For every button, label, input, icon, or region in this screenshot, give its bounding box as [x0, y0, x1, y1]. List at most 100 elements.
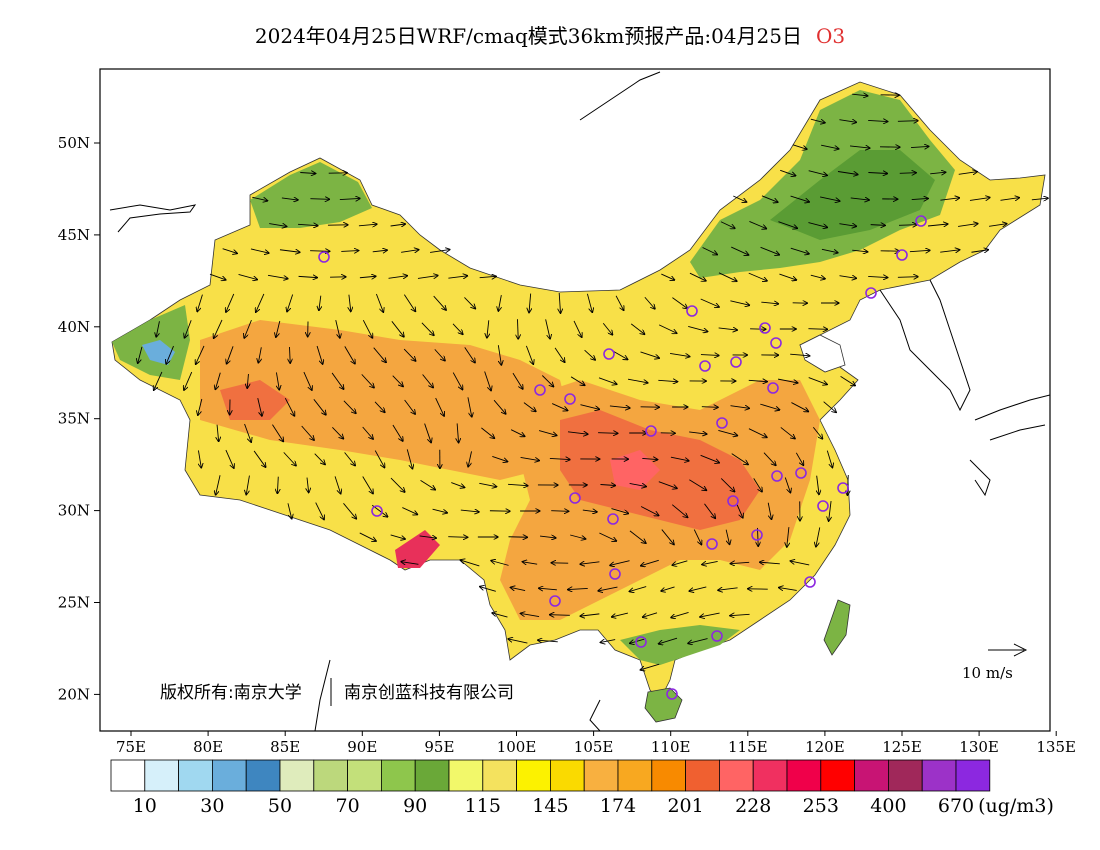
- wind-arrow: [671, 612, 689, 617]
- wind-arrow: [335, 320, 340, 338]
- wind-arrow: [319, 295, 321, 311]
- wind-arrow: [341, 251, 358, 252]
- wind-arrow: [730, 406, 750, 409]
- wind-arrow: [374, 450, 384, 468]
- lon-label: 110E: [651, 738, 691, 756]
- wind-arrow: [523, 402, 536, 412]
- wind-arrow: [549, 458, 570, 459]
- wind-arrow: [700, 298, 719, 307]
- station-markers: [318, 215, 927, 700]
- wind-arrow: [258, 347, 261, 362]
- wind-arrow: [480, 587, 496, 592]
- station-marker: [686, 305, 698, 317]
- wind-arrow: [510, 429, 524, 437]
- wind-arrow: [523, 562, 538, 564]
- station-marker: [767, 382, 779, 394]
- wind-arrow: [602, 322, 612, 334]
- wind-arrow: [700, 454, 719, 462]
- wind-arrow: [244, 423, 252, 442]
- wind-arrow: [196, 345, 205, 364]
- wind-arrow: [215, 372, 221, 390]
- wind-arrow: [584, 349, 596, 360]
- wind-arrow: [448, 276, 467, 278]
- wind-arrow: [430, 250, 449, 253]
- wind-arrow: [541, 375, 553, 386]
- wind-arrow: [610, 560, 630, 566]
- wind-arrow: [599, 532, 616, 541]
- wind-arrow: [702, 560, 718, 564]
- wind-arrow: [222, 248, 237, 254]
- wind-arrow: [529, 293, 531, 313]
- colorbar-swatch: [110, 759, 146, 792]
- wind-arrow: [812, 426, 822, 439]
- colorbar-swatch: [752, 759, 788, 792]
- wind-arrow: [839, 120, 856, 123]
- wind-arrow: [748, 428, 767, 438]
- wind-arrow: [911, 198, 928, 199]
- lat-label: 35N: [58, 410, 90, 428]
- wind-arrow: [898, 225, 917, 226]
- lon-label: 75E: [116, 738, 146, 756]
- wind-arrow: [658, 380, 677, 381]
- wind-arrow: [362, 476, 373, 493]
- wind-arrow: [551, 403, 567, 411]
- wind-arrow: [658, 324, 676, 333]
- wind-arrow: [464, 347, 475, 362]
- wind-arrow: [870, 225, 885, 226]
- wind-arrow: [629, 483, 646, 486]
- wind-arrow: [432, 508, 448, 513]
- wind-arrow: [730, 300, 749, 305]
- wind-arrow: [736, 504, 743, 517]
- station-marker: [716, 417, 728, 429]
- wind-arrow: [508, 639, 528, 644]
- wind-arrow: [279, 250, 300, 253]
- wind-arrow: [154, 371, 163, 390]
- wind-arrow: [753, 478, 762, 491]
- wind-arrow: [761, 302, 778, 304]
- wind-arrow: [688, 638, 708, 644]
- wind-arrow: [615, 295, 624, 310]
- map-frame: [99, 68, 1051, 732]
- lat-label: 40N: [58, 318, 90, 336]
- wind-arrow: [419, 536, 436, 538]
- wind-arrow: [930, 172, 945, 174]
- wind-arrow: [401, 250, 418, 253]
- wind-arrow: [748, 272, 767, 281]
- wind-arrow: [611, 350, 627, 360]
- wind-arrow: [421, 322, 434, 335]
- colorbar-swatch: [414, 759, 450, 792]
- wind-arrow: [661, 529, 674, 545]
- wind-arrow: [958, 172, 977, 175]
- wind-arrow: [689, 586, 707, 591]
- wind-arrow: [670, 352, 690, 356]
- wind-arrow: [790, 561, 810, 566]
- wind-arrow: [359, 532, 376, 541]
- colorbar-swatch: [245, 759, 281, 792]
- wind-arrow: [538, 430, 557, 436]
- wind-arrow: [497, 345, 501, 365]
- wind-arrow: [573, 320, 582, 337]
- wind-arrow: [184, 371, 193, 390]
- wind-arrow: [197, 294, 203, 312]
- lat-label: 20N: [58, 685, 90, 703]
- wind-arrow: [388, 276, 408, 279]
- wind-arrow: [422, 374, 433, 387]
- wind-arrow: [209, 273, 226, 280]
- wind-arrow: [733, 195, 746, 202]
- wind-arrow: [779, 588, 797, 591]
- wind-arrow: [658, 481, 677, 489]
- wind-arrow: [334, 476, 341, 493]
- wind-arrow: [570, 534, 585, 539]
- wind-arrow: [166, 345, 174, 364]
- station-marker: [371, 505, 383, 517]
- wind-arrow: [778, 221, 797, 229]
- station-marker: [607, 513, 619, 525]
- wind-arrow: [767, 502, 771, 519]
- colorbar-swatch: [617, 759, 653, 792]
- japan-coast: [969, 394, 1050, 497]
- wind-arrow: [760, 403, 779, 410]
- wind-arrow: [276, 372, 279, 389]
- hainan-land: [644, 687, 683, 723]
- wind-arrow: [792, 144, 807, 149]
- wind-arrow: [332, 427, 343, 438]
